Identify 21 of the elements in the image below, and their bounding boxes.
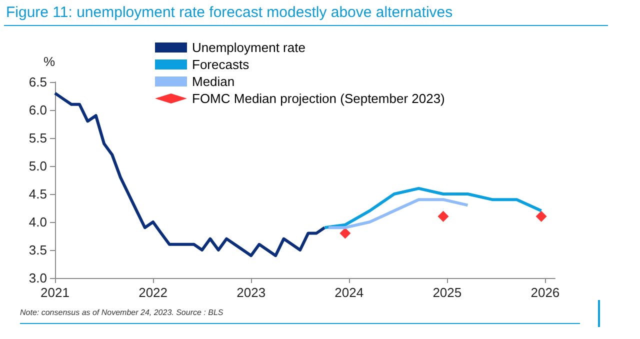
y-tick-label: 6.0 xyxy=(28,102,47,118)
y-axis-title: % xyxy=(43,54,56,69)
x-tick-label: 2022 xyxy=(138,285,168,300)
y-tick-label: 6.5 xyxy=(28,74,47,90)
y-tick-label: 4.5 xyxy=(28,186,47,202)
text: Note: consensus as of November 24, 2023. Source : BLS xyxy=(20,308,580,324)
y-tick-label: 3.5 xyxy=(28,242,47,258)
chart-title: Figure 11: unemployment rate forecast modestly above alternatives xyxy=(4,2,608,26)
x-tick-label: 2023 xyxy=(236,285,266,300)
legend-label: Forecasts xyxy=(192,57,250,72)
x-tick-label: 2026 xyxy=(530,285,560,300)
legend-label: Median xyxy=(192,74,235,89)
x-tick-label: 2021 xyxy=(40,285,70,300)
legend-label: FOMC Median projection (September 2023) xyxy=(192,91,445,106)
y-tick-label: 5.5 xyxy=(28,130,47,146)
y-tick-label: 3.0 xyxy=(28,270,47,286)
y-tick-label: 4.0 xyxy=(28,214,47,230)
legend-label: Unemployment rate xyxy=(192,40,306,55)
y-tick-label: 5.0 xyxy=(28,158,47,174)
x-tick-label: 2025 xyxy=(432,285,462,300)
x-tick-label: 2024 xyxy=(334,285,364,300)
